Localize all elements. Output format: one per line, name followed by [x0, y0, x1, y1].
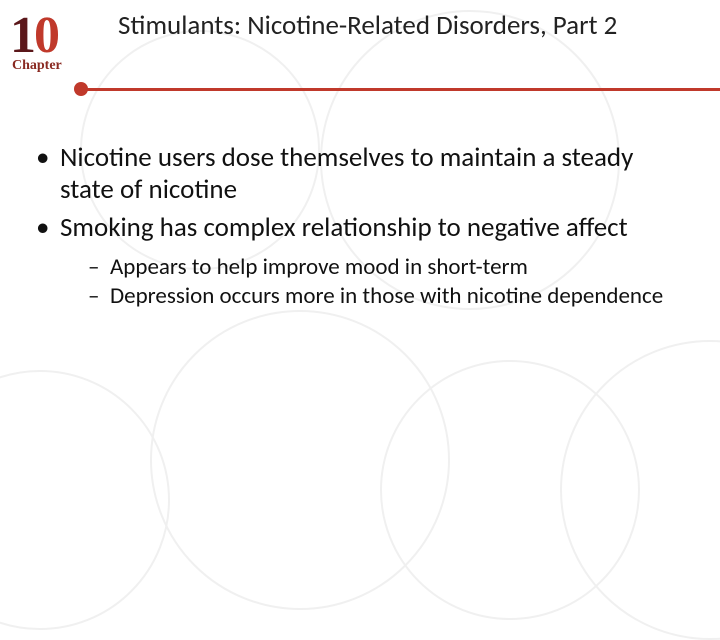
bullet-list: Nicotine users dose themselves to mainta…: [30, 142, 690, 311]
bullet-text: Nicotine users dose themselves to mainta…: [60, 141, 633, 206]
sub-bullet-item: Appears to help improve mood in short-te…: [60, 254, 690, 282]
bullet-item: Nicotine users dose themselves to mainta…: [30, 142, 690, 206]
sub-bullet-list: Appears to help improve mood in short-te…: [60, 254, 690, 311]
chapter-number: 10: [10, 6, 58, 65]
chapter-label: Chapter: [12, 58, 62, 74]
sub-bullet-item: Depression occurs more in those with nic…: [60, 283, 690, 311]
slide: 10 Chapter Stimulants: Nicotine-Related …: [0, 0, 720, 540]
chapter-number-digit-1: 1: [10, 7, 34, 64]
header-rule: [80, 88, 720, 91]
sub-bullet-text: Depression occurs more in those with nic…: [110, 282, 663, 310]
bullet-item: Smoking has complex relationship to nega…: [30, 212, 690, 311]
slide-title: Stimulants: Nicotine-Related Disorders, …: [118, 10, 700, 41]
slide-body: Nicotine users dose themselves to mainta…: [0, 110, 720, 311]
slide-header: 10 Chapter Stimulants: Nicotine-Related …: [0, 0, 720, 110]
bullet-text: Smoking has complex relationship to nega…: [60, 211, 628, 244]
chapter-number-digit-2: 0: [34, 7, 58, 64]
sub-bullet-text: Appears to help improve mood in short-te…: [110, 253, 528, 281]
